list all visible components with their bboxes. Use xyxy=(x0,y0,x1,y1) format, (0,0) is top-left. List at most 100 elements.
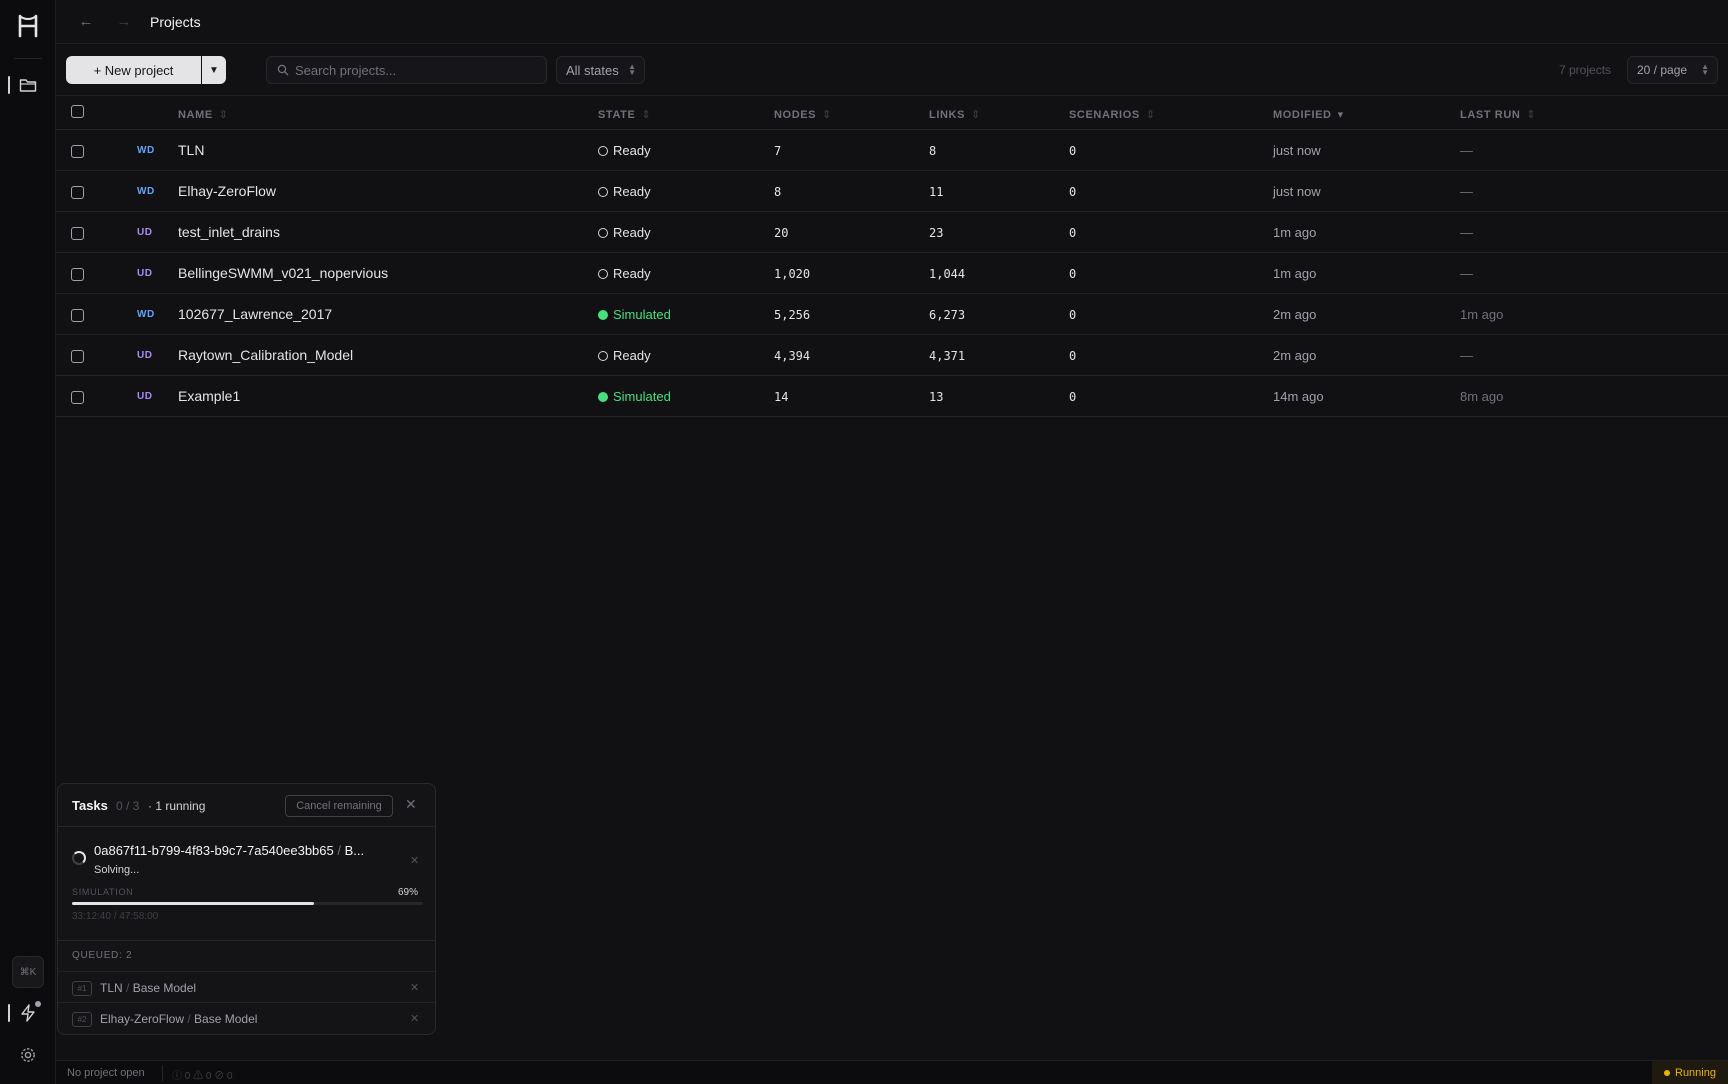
progress-bar xyxy=(72,902,423,905)
row-checkbox[interactable] xyxy=(71,268,84,281)
state-badge: Simulated xyxy=(598,307,671,322)
table-row[interactable]: UD BellingeSWMM_v021_nopervious Ready 1,020… xyxy=(56,253,1728,294)
cancel-task-icon[interactable]: ✕ xyxy=(410,855,420,867)
column-name[interactable]: NAME ⇕ xyxy=(178,109,229,121)
problem-counts[interactable]: ⓘ 0 ⚠ 0 ⊘ 0 xyxy=(172,1071,233,1082)
simulated-dot-icon xyxy=(598,391,608,402)
column-last-run[interactable]: LAST RUN ⇕ xyxy=(1460,109,1537,121)
scenario-count: 0 xyxy=(1069,144,1077,158)
tasks-header: Tasks 0 / 3 · 1 running Cancel remaining… xyxy=(58,784,435,827)
project-type-badge: UD xyxy=(137,227,153,238)
simulated-dot-icon xyxy=(598,309,608,320)
remove-queued-icon[interactable]: ✕ xyxy=(410,1013,420,1025)
back-arrow-icon[interactable]: ← xyxy=(78,13,94,30)
project-name[interactable]: Raytown_Calibration_Model xyxy=(178,347,354,363)
settings-gear-icon[interactable] xyxy=(12,1039,44,1071)
project-type-badge: UD xyxy=(137,350,153,361)
state-badge: Ready xyxy=(598,184,651,199)
state-label: Ready xyxy=(613,266,651,281)
column-state[interactable]: STATE ⇕ xyxy=(598,109,652,121)
projects-folder-icon[interactable] xyxy=(12,69,44,101)
link-count: 11 xyxy=(929,185,944,199)
top-bar: ← → Projects xyxy=(56,0,1728,44)
tasks-bolt-icon[interactable] xyxy=(12,997,44,1029)
node-count: 4,394 xyxy=(774,349,811,363)
column-links[interactable]: LINKS ⇕ xyxy=(929,109,981,121)
forward-arrow-icon[interactable]: → xyxy=(116,13,132,30)
table-row[interactable]: UD test_inlet_drains Ready 20 23 0 1m ago — xyxy=(56,212,1728,253)
last-run-time: — xyxy=(1460,225,1473,240)
table-body: WD TLN Ready 7 8 0 just now — WD Elhay-ZeroFlow Re… xyxy=(56,130,1728,417)
table-header: NAME ⇕ STATE ⇕ NODES ⇕ LINKS ⇕ SCENARIOS ⇕ MO… xyxy=(56,96,1728,130)
queue-position: #2 xyxy=(72,1012,92,1027)
page-size-select[interactable]: 20 / page ▲ ▼ xyxy=(1627,56,1718,84)
queued-task: #2 Elhay-ZeroFlow / Base Model ✕ xyxy=(58,1002,435,1034)
rail-divider xyxy=(14,58,42,59)
table-row[interactable]: WD Elhay-ZeroFlow Ready 8 11 0 just now — xyxy=(56,171,1728,212)
select-all-checkbox[interactable] xyxy=(71,105,84,118)
state-badge: Ready xyxy=(598,143,651,158)
last-run-time: — xyxy=(1460,184,1473,199)
queued-task-label: Elhay-ZeroFlow / Base Model xyxy=(100,1012,258,1026)
project-name[interactable]: BellingeSWMM_v021_nopervious xyxy=(178,265,389,281)
project-type-badge: UD xyxy=(137,391,153,402)
column-scenarios[interactable]: SCENARIOS ⇕ xyxy=(1069,109,1156,121)
state-label: Ready xyxy=(613,348,651,363)
search-box[interactable] xyxy=(266,56,547,84)
project-name[interactable]: Elhay-ZeroFlow xyxy=(178,183,277,199)
updown-chevron-icon: ▲ ▼ xyxy=(628,62,636,77)
link-count: 1,044 xyxy=(929,267,966,281)
elapsed-time: 33:12:40 / 47:58:00 xyxy=(72,911,159,922)
state-label: Simulated xyxy=(613,389,671,404)
row-checkbox[interactable] xyxy=(71,391,84,404)
row-checkbox[interactable] xyxy=(71,309,84,322)
status-divider xyxy=(162,1065,163,1081)
table-row[interactable]: UD Example1 Simulated 14 13 0 14m ago 8m ago xyxy=(56,376,1728,417)
current-task-title: 0a867f11-b799-4f83-b9c7-7a540ee3bb65 / B… xyxy=(94,843,364,858)
ready-circle-icon xyxy=(598,350,608,361)
page-title: Projects xyxy=(150,13,201,30)
table-row[interactable]: WD TLN Ready 7 8 0 just now — xyxy=(56,130,1728,171)
project-type-badge: UD xyxy=(137,268,153,279)
row-checkbox[interactable] xyxy=(71,145,84,158)
section-divider xyxy=(58,940,435,941)
column-nodes[interactable]: NODES ⇕ xyxy=(774,109,832,121)
app-logo-icon[interactable] xyxy=(14,12,42,40)
project-name[interactable]: TLN xyxy=(178,142,205,158)
node-count: 20 xyxy=(774,226,789,240)
node-count: 14 xyxy=(774,390,789,404)
state-filter-value: All states xyxy=(566,62,619,78)
command-palette-shortcut[interactable]: ⌘K xyxy=(12,956,44,988)
cancel-remaining-button[interactable]: Cancel remaining xyxy=(285,795,393,817)
table-row[interactable]: UD Raytown_Calibration_Model Ready 4,394 4,3… xyxy=(56,335,1728,376)
project-name[interactable]: Example1 xyxy=(178,388,241,404)
link-count: 13 xyxy=(929,390,944,404)
row-checkbox[interactable] xyxy=(71,350,84,363)
project-name[interactable]: 102677_Lawrence_2017 xyxy=(178,306,333,322)
column-modified[interactable]: MODIFIED ▾ xyxy=(1273,109,1344,121)
table-row[interactable]: WD 102677_Lawrence_2017 Simulated 5,256 6,27… xyxy=(56,294,1728,335)
row-checkbox[interactable] xyxy=(71,227,84,240)
search-input[interactable] xyxy=(295,62,535,78)
row-checkbox[interactable] xyxy=(71,186,84,199)
project-name[interactable]: test_inlet_drains xyxy=(178,224,280,240)
current-task-target: B... xyxy=(344,843,365,858)
modified-time: 2m ago xyxy=(1273,348,1317,363)
current-task-status: Solving... xyxy=(94,864,140,876)
modified-time: just now xyxy=(1273,143,1321,158)
queue-position: #1 xyxy=(72,981,92,996)
node-count: 1,020 xyxy=(774,267,811,281)
close-tasks-icon[interactable]: ✕ xyxy=(405,796,417,812)
search-icon xyxy=(277,64,289,76)
ready-circle-icon xyxy=(598,227,608,238)
link-count: 4,371 xyxy=(929,349,966,363)
running-indicator[interactable]: Running xyxy=(1652,1061,1728,1084)
link-count: 8 xyxy=(929,144,937,158)
new-project-button[interactable]: + New project xyxy=(66,56,201,84)
scenario-count: 0 xyxy=(1069,349,1077,363)
new-project-menu-chevron-down-icon[interactable]: ▼ xyxy=(202,56,226,84)
projects-table: NAME ⇕ STATE ⇕ NODES ⇕ LINKS ⇕ SCENARIOS ⇕ MO… xyxy=(56,96,1728,417)
state-filter-select[interactable]: All states ▲ ▼ xyxy=(556,56,645,84)
ready-circle-icon xyxy=(598,145,608,156)
remove-queued-icon[interactable]: ✕ xyxy=(410,982,420,994)
